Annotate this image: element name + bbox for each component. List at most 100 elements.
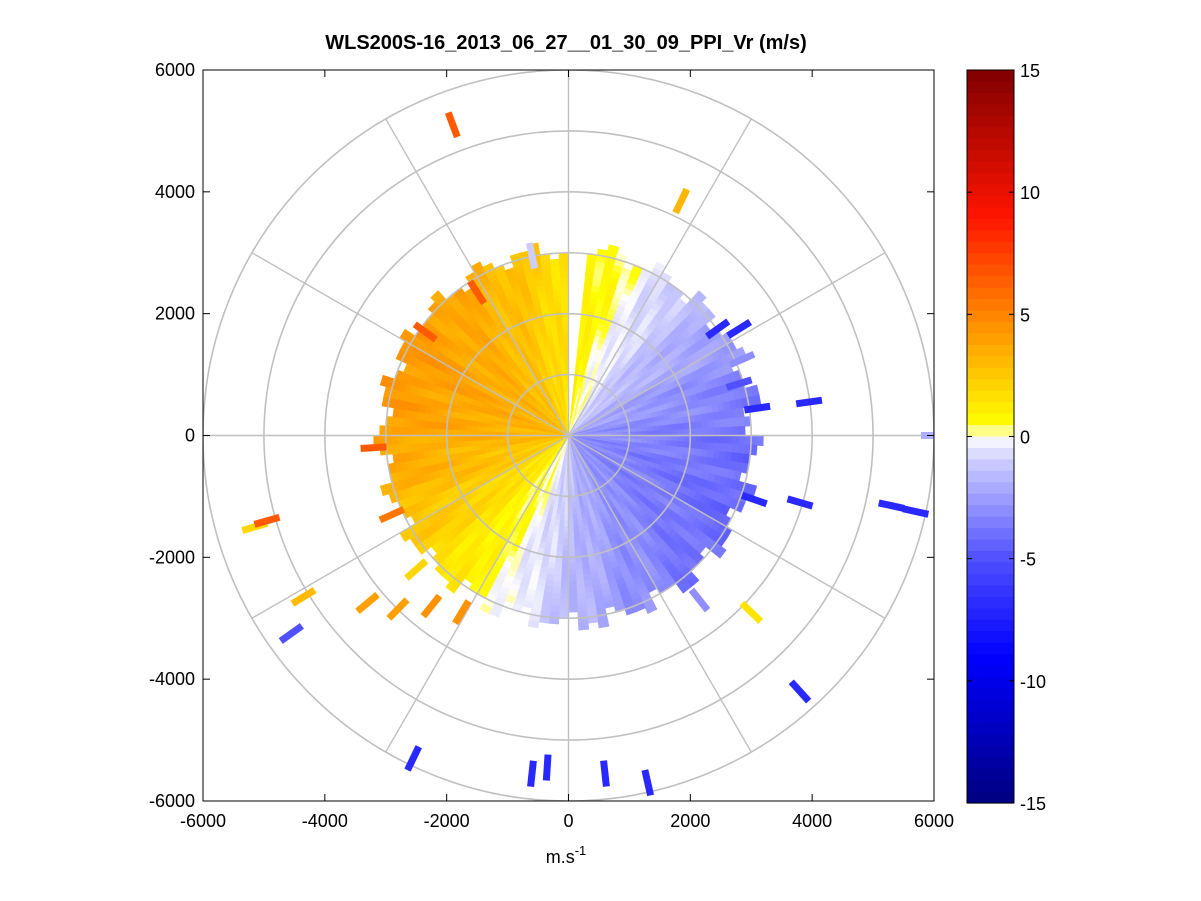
colorbar-step (967, 654, 1014, 667)
velocity-cell (665, 424, 673, 431)
colorbar-step (967, 436, 1014, 449)
colorbar-step (967, 699, 1014, 712)
velocity-cell (714, 427, 722, 436)
velocity-cell (568, 575, 577, 583)
velocity-cell (676, 417, 684, 425)
colorbar-step (967, 184, 1014, 197)
scatter-gate (728, 351, 756, 368)
scatter-gate (725, 376, 753, 391)
azimuth-spoke (568, 434, 886, 619)
colorbar-step (967, 447, 1014, 460)
velocity-cell (738, 435, 746, 446)
colorbar-step (967, 356, 1014, 369)
velocity-cell (476, 435, 484, 441)
velocity-cell (574, 562, 583, 570)
velocity-cell (482, 439, 491, 445)
velocity-cell (719, 443, 728, 453)
x-tick-label: 2000 (670, 811, 710, 831)
velocity-cell (479, 603, 493, 615)
velocity-cell (714, 546, 727, 559)
velocity-cell (719, 418, 728, 428)
velocity-cell (561, 556, 569, 564)
scatter-gate (600, 760, 610, 787)
scatter-gate (705, 318, 731, 340)
velocity-cell (659, 439, 667, 447)
velocity-cell (403, 417, 412, 428)
velocity-cell (409, 426, 417, 436)
scatter-gate (877, 499, 905, 512)
velocity-cell (563, 526, 569, 534)
velocity-cell (559, 599, 569, 607)
colorbar-step (967, 104, 1014, 117)
scatter-gate (542, 754, 552, 781)
colorbar-step (967, 596, 1014, 609)
colorbar-step (967, 344, 1014, 357)
velocity-cell (576, 586, 586, 595)
velocity-cell (677, 429, 685, 436)
velocity-cell (659, 424, 667, 432)
velocity-cell (552, 574, 562, 582)
colorbar-step (967, 677, 1014, 690)
velocity-cell (677, 423, 685, 431)
velocity-cell (560, 288, 569, 296)
velocity-cell (726, 426, 734, 436)
velocity-cell (701, 427, 709, 436)
velocity-cell (732, 426, 740, 436)
velocity-cell (707, 442, 715, 452)
velocity-cell (554, 562, 563, 570)
velocity-cell (695, 441, 703, 450)
velocity-cell (464, 440, 472, 447)
velocity-cell (458, 423, 466, 431)
colorbar-step (967, 241, 1014, 254)
colorbar-step (967, 631, 1014, 644)
velocity-cell (558, 343, 565, 352)
scatter-gate (404, 745, 422, 772)
velocity-cell (556, 325, 564, 333)
colorbar-step (967, 768, 1014, 781)
velocity-cell (391, 444, 400, 455)
velocity-cell (664, 418, 672, 426)
y-tick-label: -4000 (149, 669, 195, 689)
azimuth-spoke (567, 118, 752, 436)
velocity-cell (683, 428, 691, 436)
velocity-cell (732, 435, 740, 445)
velocity-cell (597, 619, 610, 629)
velocity-cell (557, 337, 565, 345)
velocity-cell (446, 428, 454, 436)
velocity-cell (557, 331, 564, 339)
velocity-cell (434, 435, 442, 443)
velocity-cell (572, 513, 578, 522)
velocity-cell (568, 599, 578, 607)
velocity-cell (489, 438, 497, 445)
velocity-cell (551, 586, 561, 595)
velocity-cell (561, 301, 569, 309)
velocity-cell (470, 439, 478, 447)
colorbar-step (967, 619, 1014, 632)
velocity-cell (575, 580, 585, 588)
velocity-cell (653, 435, 661, 441)
velocity-cell (403, 443, 412, 454)
colorbar-step (967, 115, 1014, 128)
colorbar-step (967, 585, 1014, 598)
colorbar-tick-label: 10 (1020, 183, 1040, 203)
velocity-cell (659, 430, 667, 436)
velocity-cell (683, 435, 691, 443)
azimuth-spoke (385, 118, 570, 436)
velocity-cell (556, 319, 564, 327)
velocity-cell (671, 435, 679, 442)
velocity-cell (409, 418, 418, 428)
scatter-gate (672, 187, 691, 215)
velocity-cell (558, 252, 569, 260)
velocity-cell (552, 338, 560, 346)
velocity-cell (577, 604, 588, 613)
velocity-cell (464, 424, 472, 431)
scatter-gate (726, 319, 753, 339)
y-tick-label: 6000 (155, 60, 195, 80)
velocity-cell (634, 427, 642, 433)
velocity-cell (573, 532, 580, 540)
chart-title: WLS200S-16_2013_06_27__01_30_09_PPI_Vr (… (325, 32, 806, 54)
colorbar-step (967, 493, 1014, 506)
x-axis-label: m.s-1 (546, 843, 587, 867)
velocity-cell (671, 429, 679, 436)
